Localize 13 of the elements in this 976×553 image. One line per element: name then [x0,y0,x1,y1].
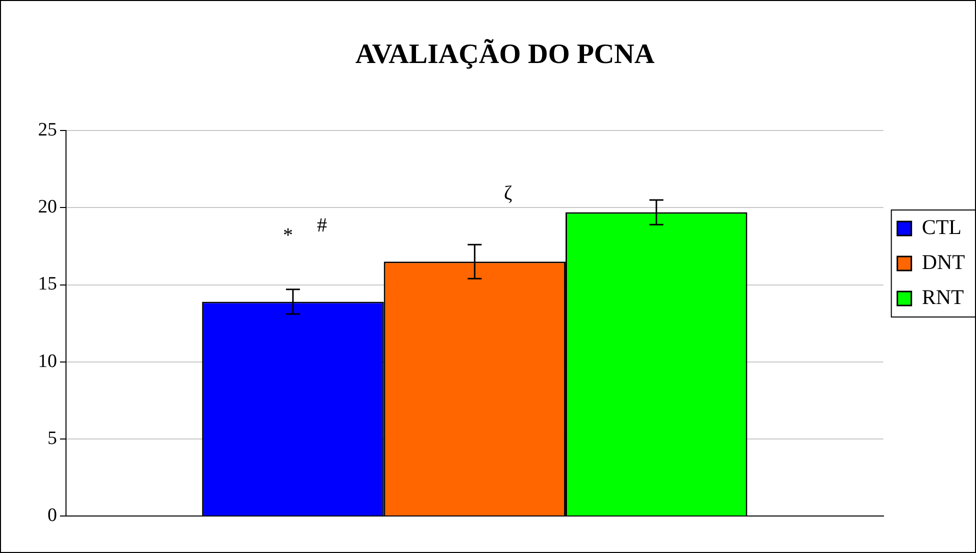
y-tick-label: 25 [38,120,57,141]
y-tick-label: 20 [38,196,57,218]
y-tick-label: 15 [38,274,57,295]
annotation: ζ [504,182,512,204]
annotation: # [317,214,327,236]
legend-label: RNT [922,285,964,310]
y-tick-label: 10 [38,350,57,372]
legend-label: CTL [922,215,962,240]
chart-title: AVALIAÇÃO DO PCNA [355,38,656,70]
y-tick-label: 0 [48,504,57,526]
annotation: * [283,224,293,246]
y-tick-label: 5 [48,428,57,449]
legend-label: DNT [922,250,966,274]
